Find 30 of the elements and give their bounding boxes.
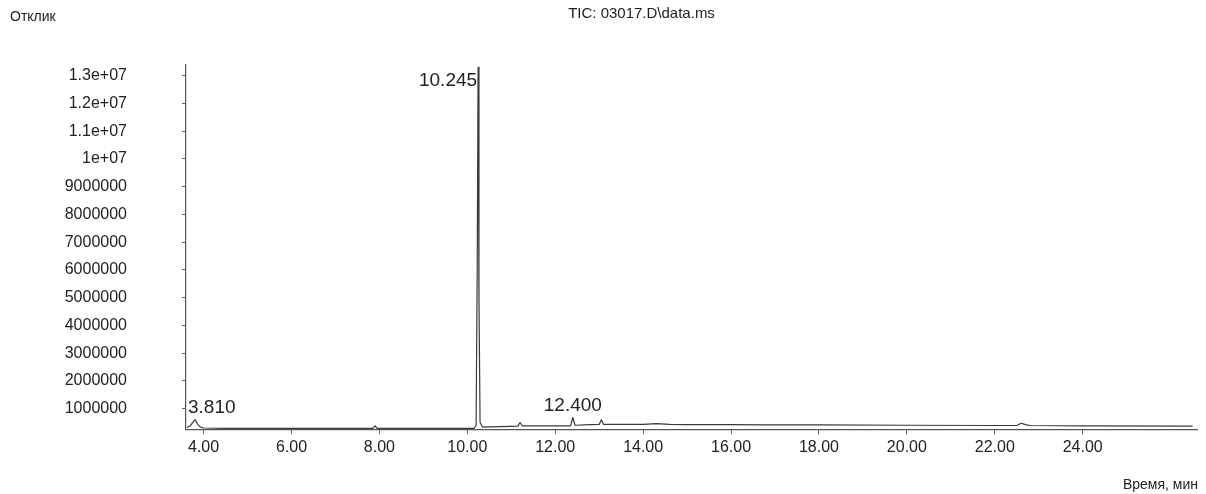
- y-tick-label: 8000000: [64, 204, 128, 222]
- x-tick-label: 22.00: [974, 438, 1015, 456]
- y-tick-label: 1000000: [64, 399, 128, 416]
- y-tick-label: 1e+07: [82, 149, 128, 167]
- x-tick-label: 6.00: [275, 438, 308, 456]
- y-tick-label: 1.2e+07: [68, 93, 128, 111]
- x-tick-label: 4.00: [188, 438, 220, 456]
- y-tick-label: 7000000: [64, 232, 128, 250]
- y-tick-label: 1.1e+07: [68, 121, 128, 139]
- y-tick-label: 3000000: [64, 343, 128, 361]
- x-tick-label: 16.00: [711, 438, 752, 456]
- x-tick-label: 8.00: [363, 438, 396, 456]
- x-axis-title: Время, мин: [1122, 475, 1198, 492]
- y-tick-label: 6000000: [64, 260, 128, 278]
- y-tick-label: 9000000: [64, 177, 128, 195]
- x-tick-label: 20.00: [886, 438, 927, 456]
- y-axis-title: Отклик: [10, 7, 57, 24]
- y-tick-label: 2000000: [64, 371, 128, 389]
- x-tick-label: 24.00: [1062, 438, 1103, 456]
- annotation: 10.245: [418, 69, 478, 91]
- y-tick-label: 1.3e+07: [68, 66, 128, 84]
- x-tick-label: 14.00: [623, 438, 664, 456]
- annotation: 3.810: [188, 396, 236, 418]
- x-tick-label: 10.00: [447, 438, 488, 456]
- x-tick-label: 18.00: [798, 438, 840, 456]
- chart-title: TIC: 03017.D\data.ms: [568, 3, 715, 21]
- x-tick-label: 12.00: [535, 438, 576, 456]
- y-tick-label: 5000000: [64, 288, 128, 306]
- y-tick-label: 4000000: [64, 315, 128, 333]
- annotation: 12.400: [543, 394, 602, 416]
